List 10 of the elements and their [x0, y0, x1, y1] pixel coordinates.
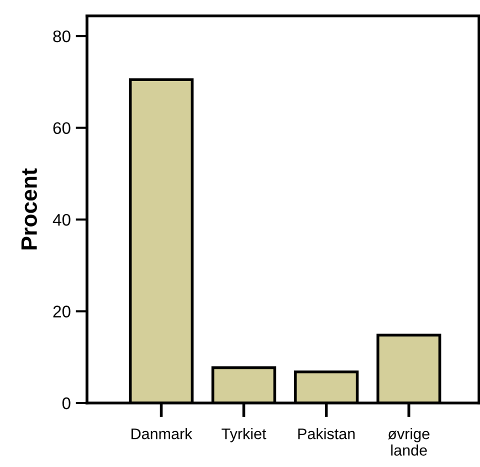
- x-tick-label: Danmark: [132, 428, 192, 440]
- x-tick-label: Tyrkiet: [222, 428, 266, 442]
- x-tick-label: Pakistan: [298, 428, 355, 440]
- y-tick-label: 40: [52, 214, 70, 226]
- x-tick-label: øvrige lande: [388, 428, 430, 456]
- y-tick-label: 20: [53, 306, 70, 318]
- y-tick-label: 0: [62, 397, 70, 410]
- y-tick-label: 60: [53, 122, 70, 134]
- y-tick-label: 80: [53, 30, 70, 42]
- y-axis-title: Procent: [21, 168, 37, 250]
